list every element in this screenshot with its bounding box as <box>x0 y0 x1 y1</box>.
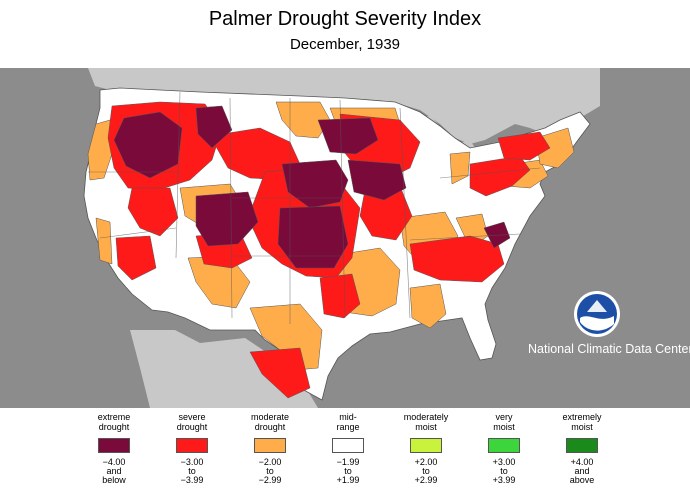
legend-range-line: −2.00 <box>258 457 282 467</box>
legend-label-line: drought <box>98 422 130 432</box>
legend-swatch-mid-range <box>332 438 364 453</box>
legend-range-line: +1.99 <box>336 475 360 485</box>
legend-label-line: mid- <box>339 412 357 422</box>
legend-range-line: −3.00 <box>180 457 204 467</box>
legend-label-line: drought <box>176 422 208 432</box>
legend-range-line: −2.99 <box>258 475 282 485</box>
mexico-land <box>130 330 318 408</box>
legend-item-moderate-drought: moderate drought −2.00 to −2.99 <box>238 412 302 485</box>
legend-range-line: +3.99 <box>492 475 516 485</box>
legend-swatch-moderately-moist <box>410 438 442 453</box>
drought-map <box>83 68 600 408</box>
legend-range-line: −3.99 <box>180 475 204 485</box>
legend-range-line: +3.00 <box>492 457 516 467</box>
legend-swatch-extreme-drought <box>98 438 130 453</box>
legend-item-moderately-moist: moderately moist +2.00 to +2.99 <box>394 412 458 485</box>
legend-label-line: extreme <box>97 412 131 422</box>
legend-swatch-very-moist <box>488 438 520 453</box>
state-boundaries <box>88 91 541 324</box>
legend-range-line: below <box>102 475 126 485</box>
legend-range-line: −4.00 <box>102 457 126 467</box>
legend-item-extreme-drought: extreme drought −4.00 and below <box>82 412 146 485</box>
legend-range-line: to <box>266 466 274 476</box>
map-title: Palmer Drought Severity Index <box>208 8 482 30</box>
legend-range-line: −1.99 <box>336 457 360 467</box>
legend-range-line: to <box>422 466 430 476</box>
noaa-logo-icon <box>574 291 620 337</box>
legend-range-line: +4.00 <box>570 457 594 467</box>
canada-land <box>88 68 600 144</box>
legend-range-line: and <box>106 466 122 476</box>
map-subtitle: December, 1939 <box>289 36 401 53</box>
legend-label-line: moderate <box>250 412 290 422</box>
legend-item-mid-range: mid- range −1.99 to +1.99 <box>316 412 380 485</box>
legend: extreme drought −4.00 and below severe d… <box>82 412 622 485</box>
legend-swatch-severe-drought <box>176 438 208 453</box>
legend-label-line: drought <box>254 422 286 432</box>
legend-range-line: and <box>574 466 590 476</box>
legend-item-extremely-moist: extremely moist +4.00 and above <box>550 412 614 485</box>
legend-label-line: very <box>495 412 513 422</box>
legend-range-line: to <box>188 466 196 476</box>
legend-swatch-moderate-drought <box>254 438 286 453</box>
legend-range-line: to <box>500 466 508 476</box>
credit-label: National Climatic Data Center <box>528 342 690 356</box>
legend-label-line: moderately <box>403 412 449 422</box>
legend-item-very-moist: very moist +3.00 to +3.99 <box>472 412 536 485</box>
legend-range-line: +2.99 <box>414 475 438 485</box>
legend-range-line: +2.00 <box>414 457 438 467</box>
legend-label-line: moist <box>571 422 593 432</box>
legend-range-line: above <box>569 475 595 485</box>
legend-item-severe-drought: severe drought −3.00 to −3.99 <box>160 412 224 485</box>
legend-swatch-extremely-moist <box>566 438 598 453</box>
extreme-drought-regions <box>113 105 511 269</box>
legend-range-line: to <box>344 466 352 476</box>
legend-label-line: extremely <box>562 412 602 422</box>
map-area <box>0 68 690 408</box>
legend-label-line: severe <box>178 412 206 422</box>
legend-label-line: moist <box>415 422 437 432</box>
legend-label-line: moist <box>493 422 515 432</box>
legend-label-line: range <box>336 422 360 432</box>
